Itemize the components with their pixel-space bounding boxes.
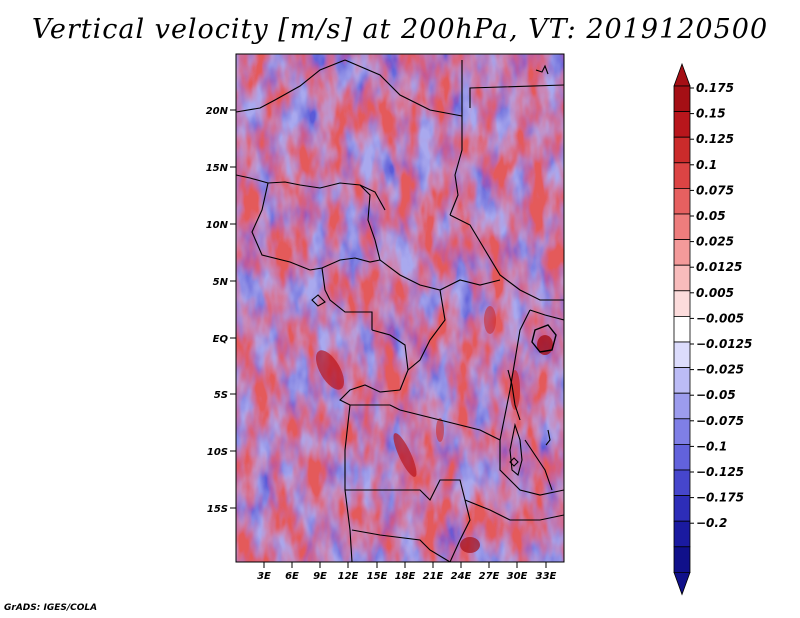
lon-tick-label: 3E bbox=[257, 571, 271, 582]
colorbar-level-label: −0.0125 bbox=[696, 337, 752, 351]
axis-ticks: 20N 15N 10N 5N EQ 5S 10S 15S 3E 6E 9E 12E 15E 18E 21E 2… bbox=[206, 106, 557, 582]
colorbar-level-label: −0.075 bbox=[696, 414, 744, 428]
colorbar-segment bbox=[673, 187, 691, 215]
colorbar-level-label: −0.125 bbox=[696, 465, 744, 479]
lat-tick-label: 15S bbox=[207, 504, 228, 515]
map-frame bbox=[235, 53, 565, 563]
colorbar-segment bbox=[673, 546, 691, 573]
colorbar-level-label: −0.175 bbox=[696, 491, 744, 505]
colorbar-level-label: −0.025 bbox=[696, 363, 744, 377]
colorbar-segment bbox=[673, 392, 691, 420]
vertical-velocity-field bbox=[236, 54, 564, 562]
lon-tick-label: 6E bbox=[285, 571, 299, 582]
colorbar-level-label: 0.175 bbox=[696, 81, 734, 95]
colorbar-level-label: 0.125 bbox=[696, 132, 734, 146]
colorbar-segment bbox=[673, 136, 691, 164]
chart-title: Vertical velocity [m/s] at 200hPa, VT: 2… bbox=[31, 14, 769, 45]
colorbar-segment bbox=[673, 443, 691, 471]
colorbar-level-label: 0.1 bbox=[696, 158, 717, 172]
lat-tick-label: 10N bbox=[206, 220, 229, 231]
colorbar-bottom-triangle bbox=[673, 572, 691, 596]
lon-tick-label: 30E bbox=[507, 571, 528, 582]
lon-tick-label: 12E bbox=[338, 571, 359, 582]
colorbar-segment bbox=[673, 495, 691, 522]
colorbar-level-label: 0.075 bbox=[696, 183, 734, 197]
colorbar-segment bbox=[673, 239, 691, 266]
colorbar-level-label: −0.1 bbox=[696, 439, 727, 453]
colorbar-segment bbox=[673, 341, 691, 369]
lat-tick-label: 20N bbox=[206, 106, 229, 117]
colorbar-segment bbox=[673, 264, 691, 292]
colorbar-level-label: 0.05 bbox=[696, 209, 726, 223]
lat-tick-label: 5S bbox=[214, 390, 228, 401]
colorbar-segment bbox=[673, 367, 691, 394]
colorbar-level-label: 0.15 bbox=[696, 107, 726, 121]
colorbar-level-label: −0.005 bbox=[696, 311, 744, 325]
colorbar-segment bbox=[673, 213, 691, 241]
lat-tick-label: 15N bbox=[206, 163, 229, 174]
colorbar-segment bbox=[673, 418, 691, 445]
colorbar-segment bbox=[673, 111, 691, 138]
lat-tick-label: EQ bbox=[213, 334, 229, 345]
colorbar-segment bbox=[673, 290, 691, 317]
colorbar-top-triangle bbox=[673, 62, 691, 87]
lat-tick-label: 5N bbox=[213, 277, 229, 288]
colorbar-level-label: 0.005 bbox=[696, 286, 734, 300]
lon-tick-label: 24E bbox=[451, 571, 472, 582]
colorbar-level-label: 0.025 bbox=[696, 235, 734, 249]
colorbar-segment bbox=[673, 469, 691, 497]
colorbar-segment bbox=[673, 85, 691, 113]
colorbar-level-label: 0.0125 bbox=[696, 260, 742, 274]
colorbar-segment bbox=[673, 315, 691, 343]
lon-tick-label: 21E bbox=[423, 571, 444, 582]
lat-tick-label: 10S bbox=[207, 447, 228, 458]
colorbar-segment bbox=[673, 520, 691, 548]
colorbar-level-label: −0.2 bbox=[696, 516, 727, 530]
colorbar-level-label: −0.05 bbox=[696, 388, 736, 402]
lon-tick-label: 15E bbox=[367, 571, 388, 582]
colorbar: 0.175 0.15 0.125 0.1 0.075 0.05 0.025 0.0125 0.0… bbox=[673, 62, 752, 596]
lon-tick-label: 27E bbox=[479, 571, 500, 582]
lon-tick-label: 9E bbox=[313, 571, 327, 582]
grads-credit: GrADS: IGES/COLA bbox=[4, 603, 98, 613]
lon-tick-label: 18E bbox=[395, 571, 416, 582]
political-boundaries bbox=[236, 59, 564, 562]
lon-tick-label: 33E bbox=[536, 571, 557, 582]
colorbar-segment bbox=[673, 162, 691, 189]
